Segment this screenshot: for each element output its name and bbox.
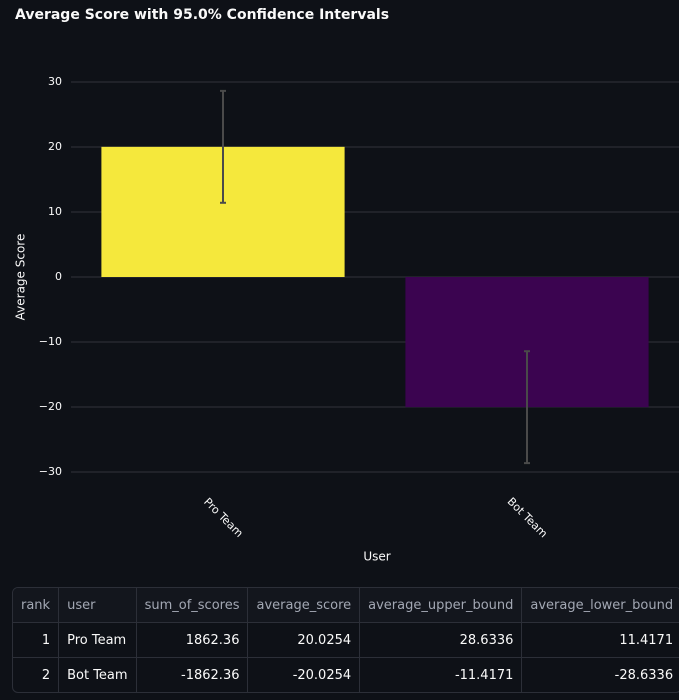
- table-cell: -28.6336: [614, 667, 674, 683]
- table-cell: 1862.36: [136, 623, 249, 658]
- table-cell: -11.4171: [360, 658, 523, 692]
- table-cell: Bot Team: [59, 658, 137, 692]
- table-cell: Pro Team: [59, 623, 137, 658]
- table-cell: 11.4171: [522, 623, 679, 658]
- y-tick-label: 10: [48, 205, 62, 218]
- y-tick-label: −10: [39, 335, 62, 348]
- table-row: 2 Bot Team -1862.36 -20.0254 -11.4171 -28.633…: [13, 658, 679, 692]
- table-cell: -1862.36: [137, 658, 249, 692]
- x-axis-title: User: [363, 550, 390, 564]
- table-cell: 28.6336: [360, 623, 523, 658]
- y-tick-label: 20: [48, 140, 62, 153]
- table-cell: -20.0254: [248, 658, 361, 692]
- y-tick-label: 0: [55, 270, 62, 283]
- column-header: user: [59, 588, 137, 623]
- table-row: 1 Pro Team 1862.36 20.0254 28.6336 11.4171: [13, 623, 679, 658]
- x-tick-label: Pro Team: [201, 495, 246, 540]
- column-header: average_score: [248, 588, 361, 623]
- column-header: rank: [13, 588, 60, 623]
- y-tick-label: 30: [48, 75, 62, 88]
- chart: Average Score with 95.0% Confidence Inte…: [14, 7, 679, 564]
- data-table: rank user sum_of_scores average_score averag…: [12, 587, 679, 693]
- column-header: average_upper_bound: [360, 588, 523, 623]
- table-cell: 1: [13, 623, 60, 658]
- y-tick-label: −20: [39, 400, 62, 413]
- header-row: rank user sum_of_scores average_score averag…: [13, 588, 679, 623]
- column-header: sum_of_scores: [136, 588, 249, 623]
- y-tick-label: −30: [39, 465, 62, 478]
- x-tick-label: Bot Team: [505, 495, 550, 540]
- table-cell: 20.0254: [248, 623, 361, 658]
- y-axis-title: Average Score: [14, 234, 28, 321]
- column-header: average_lower_bound: [522, 588, 679, 623]
- table-cell: 2: [13, 658, 60, 692]
- chart-title: Average Score with 95.0% Confidence Inte…: [15, 7, 389, 23]
